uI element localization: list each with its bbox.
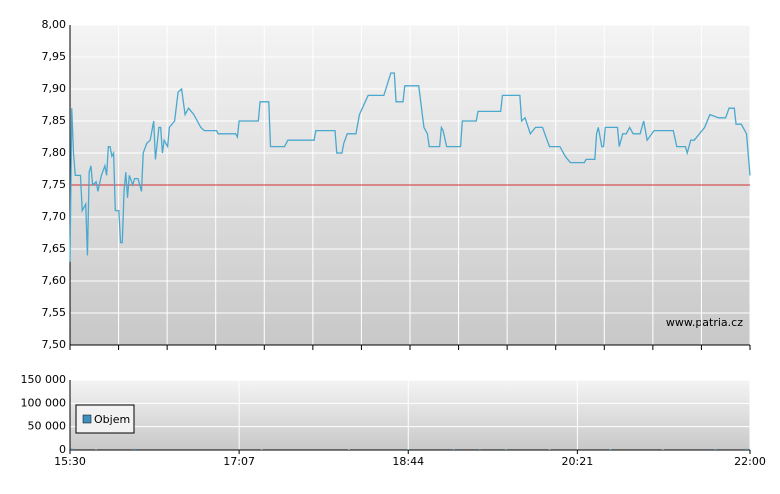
y-tick-label: 7,65 [42, 242, 67, 255]
volume-bar [134, 449, 136, 450]
y-tick-label: 7,80 [42, 146, 67, 159]
x-tick-label: 17:07 [223, 455, 255, 468]
x-tick-label: 18:44 [392, 455, 424, 468]
volume-panel [70, 380, 750, 450]
watermark: www.patria.cz [666, 316, 743, 329]
y-tick-label: 7,90 [42, 82, 67, 95]
volume-bar [479, 449, 481, 450]
y-tick-label: 8,00 [42, 18, 67, 31]
y-tick-label: 7,85 [42, 114, 67, 127]
legend-swatch [83, 415, 91, 423]
volume-bar [548, 449, 550, 450]
x-tick-label: 22:00 [734, 455, 766, 468]
y-tick-label: 100 000 [21, 396, 67, 409]
x-tick-label: 20:21 [562, 455, 594, 468]
volume-bar [71, 449, 73, 450]
y-tick-label: 7,70 [42, 210, 67, 223]
y-tick-label: 150 000 [21, 373, 67, 386]
y-tick-label: 50 000 [28, 420, 67, 433]
volume-bar [714, 449, 716, 450]
volume-bar [746, 449, 748, 450]
volume-bar [505, 449, 507, 450]
y-tick-label: 7,95 [42, 50, 67, 63]
y-tick-label: 7,60 [42, 274, 67, 287]
y-tick-label: 7,75 [42, 178, 67, 191]
y-tick-label: 7,55 [42, 306, 67, 319]
y-tick-label: 7,50 [42, 338, 67, 351]
volume-bar [261, 449, 263, 450]
volume-bar [407, 449, 409, 450]
x-tick-label: 15:30 [54, 455, 86, 468]
volume-bar [610, 449, 612, 450]
volume-bar [95, 449, 97, 450]
legend-label: Objem [94, 413, 130, 426]
volume-bar [453, 449, 455, 450]
